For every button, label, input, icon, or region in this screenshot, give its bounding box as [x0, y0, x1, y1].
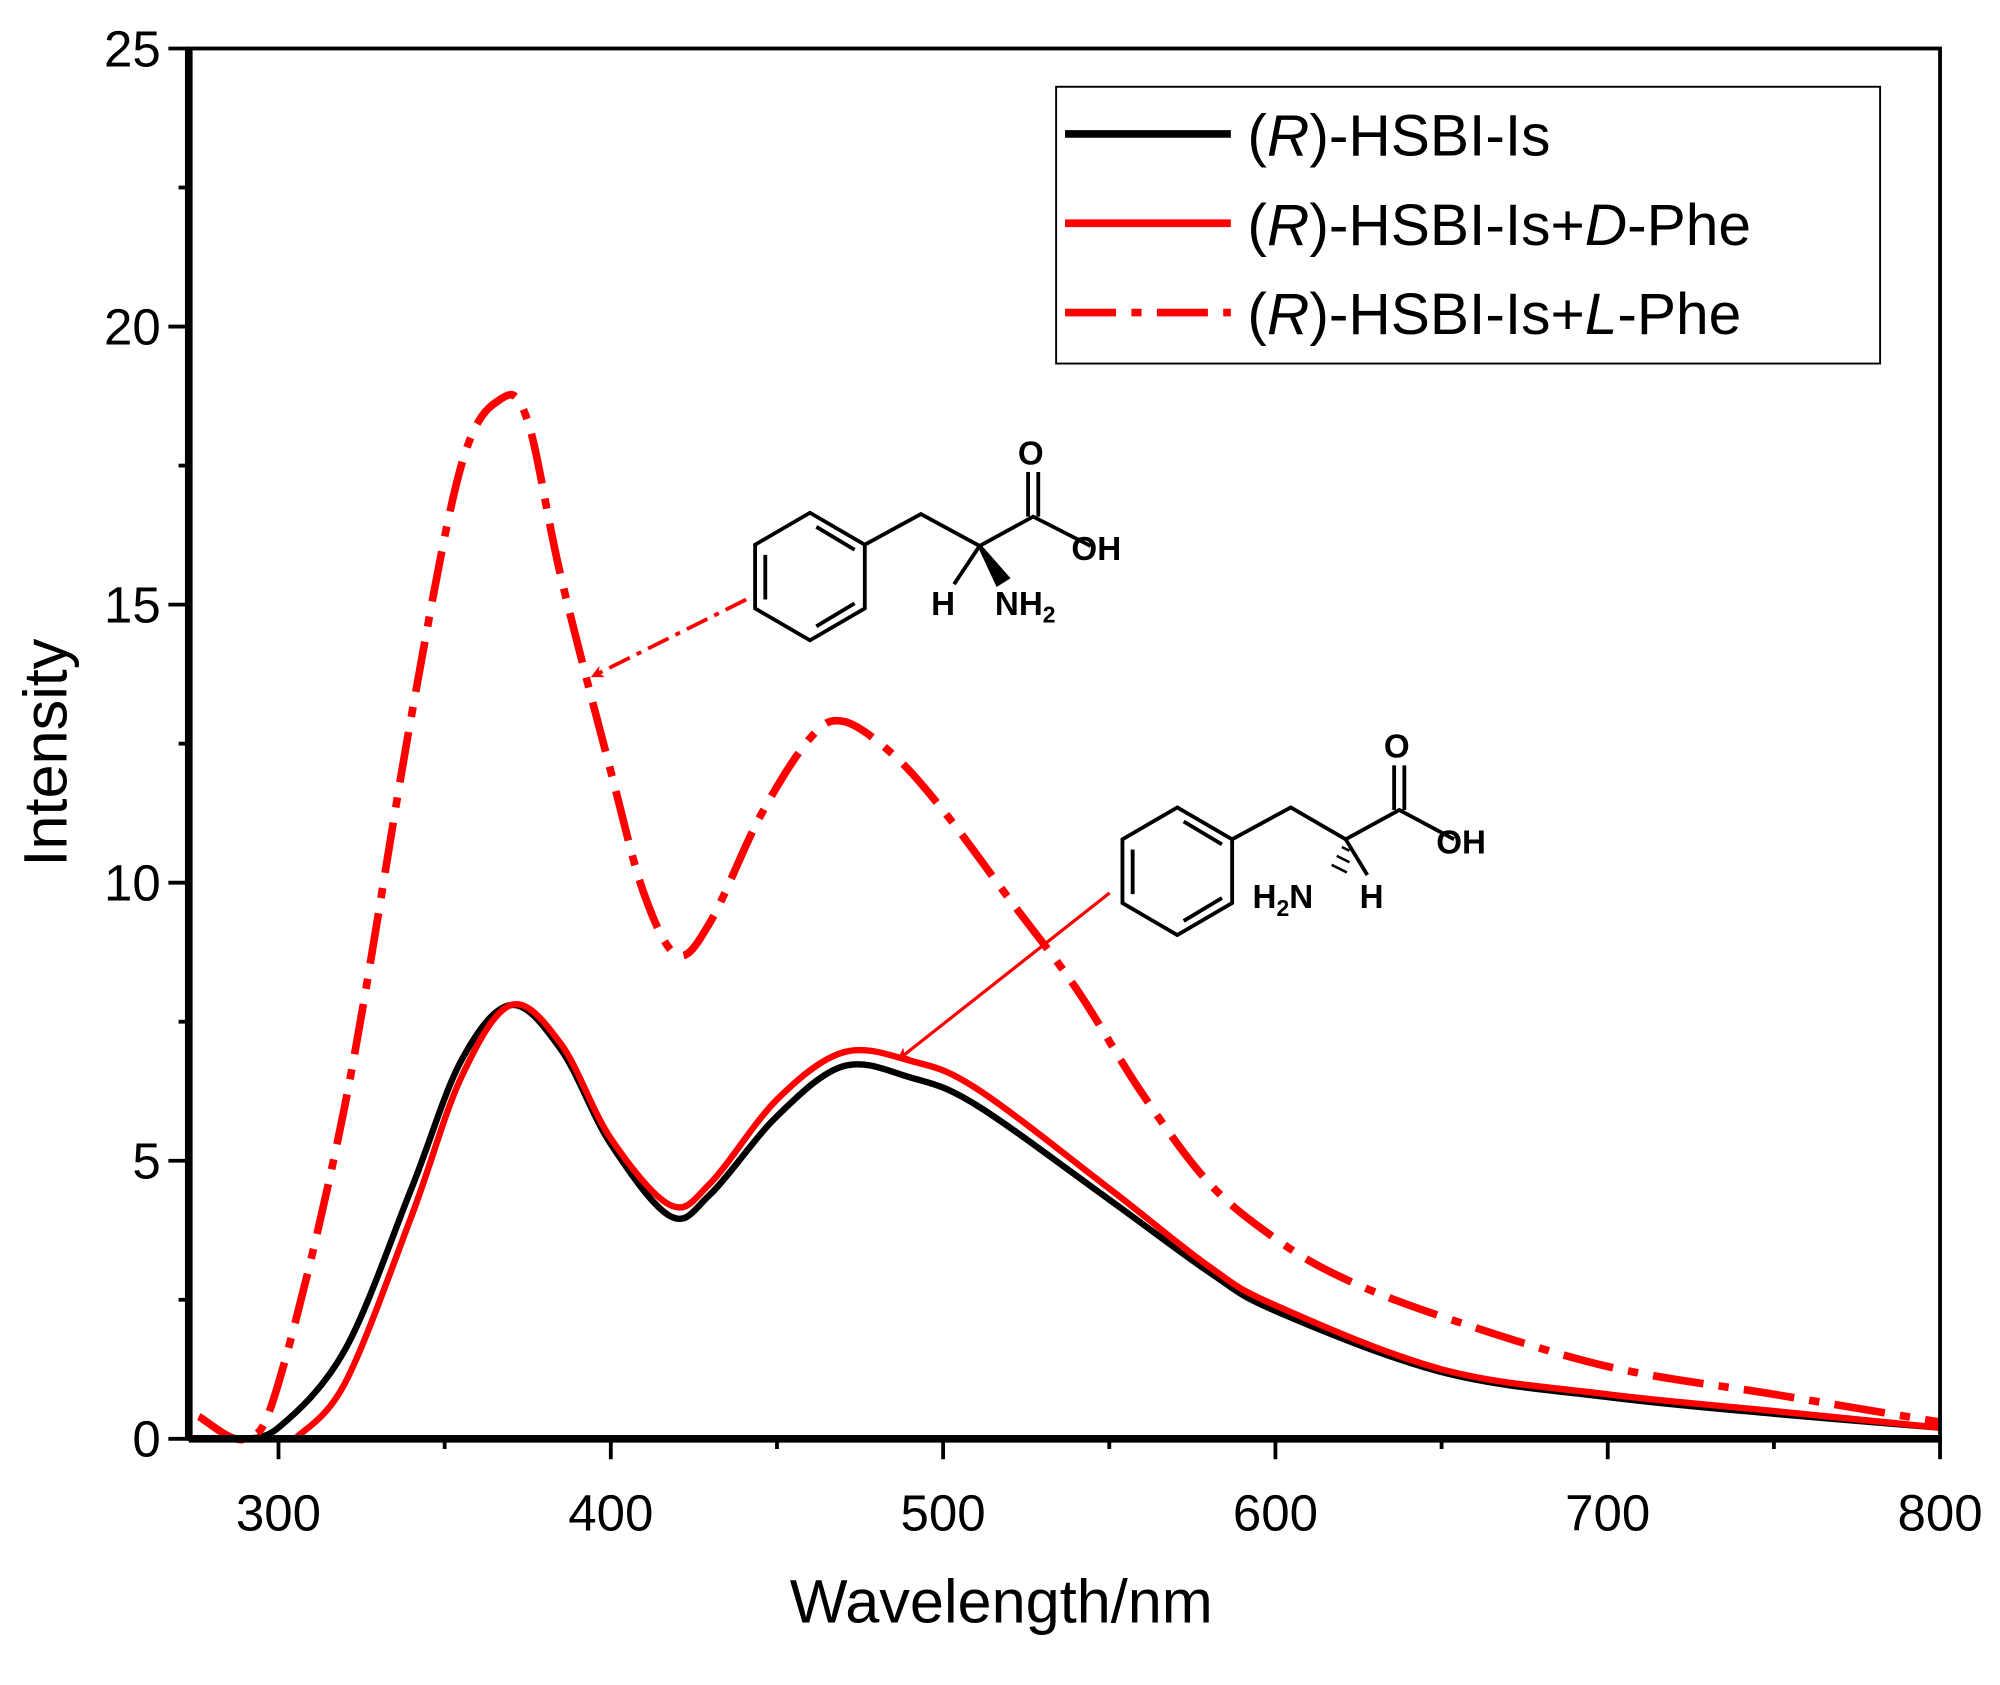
legend-label-d-phe: (R)-HSBI-Is+D-Phe: [1247, 193, 1751, 258]
y-tick-label: 15: [104, 576, 161, 633]
d-phe-oh: OH: [1436, 824, 1486, 861]
x-axis-ticks: 300 400 500 600 700 800: [236, 1438, 1983, 1542]
d-phe-o: O: [1384, 729, 1410, 766]
x-tick-label: 300: [236, 1485, 321, 1542]
series-group: [196, 390, 1941, 1444]
legend: (R)-HSBI-Is (R)-HSBI-Is+D-Phe (R)-HSBI-I…: [1055, 85, 1882, 365]
d-phe-arrow: [897, 891, 1111, 1061]
l-phe-arrow: [590, 597, 748, 678]
x-axis-title: Wavelength/nm: [790, 1567, 1213, 1635]
series-line-r-hsbi-is-d-phe: [292, 1001, 1941, 1442]
d-phe-h: H: [1360, 879, 1384, 916]
series-line-r-hsbi-is: [237, 1001, 1941, 1442]
y-axis-ticks: 0 5 10 15 20 25: [104, 20, 189, 1468]
l-phe-nh2: NH2: [995, 586, 1056, 628]
x-tick-label: 400: [568, 1485, 653, 1542]
y-tick-label: 5: [132, 1133, 160, 1190]
legend-label-r-hsbi-is: (R)-HSBI-Is: [1247, 104, 1550, 169]
y-tick-label: 25: [104, 20, 161, 77]
x-tick-label: 500: [901, 1485, 986, 1542]
d-phe-h2n: H2N: [1253, 879, 1314, 921]
y-tick-label: 10: [104, 855, 161, 912]
y-axis-title: Intensity: [11, 638, 79, 866]
l-phe-structure: [753, 471, 1092, 643]
legend-label-l-phe: (R)-HSBI-Is+L-Phe: [1247, 282, 1741, 347]
x-tick-label: 800: [1897, 1485, 1982, 1542]
series-line-r-hsbi-is-l-phe: [196, 390, 1941, 1444]
l-phe-o: O: [1018, 435, 1044, 472]
x-tick-label: 600: [1233, 1485, 1318, 1542]
d-phe-structure: [1120, 765, 1455, 938]
y-tick-label: 20: [104, 298, 161, 355]
y-tick-label: 0: [132, 1411, 160, 1468]
l-phe-h: H: [931, 586, 955, 623]
x-tick-label: 700: [1565, 1485, 1650, 1542]
l-phe-oh: OH: [1071, 531, 1121, 568]
